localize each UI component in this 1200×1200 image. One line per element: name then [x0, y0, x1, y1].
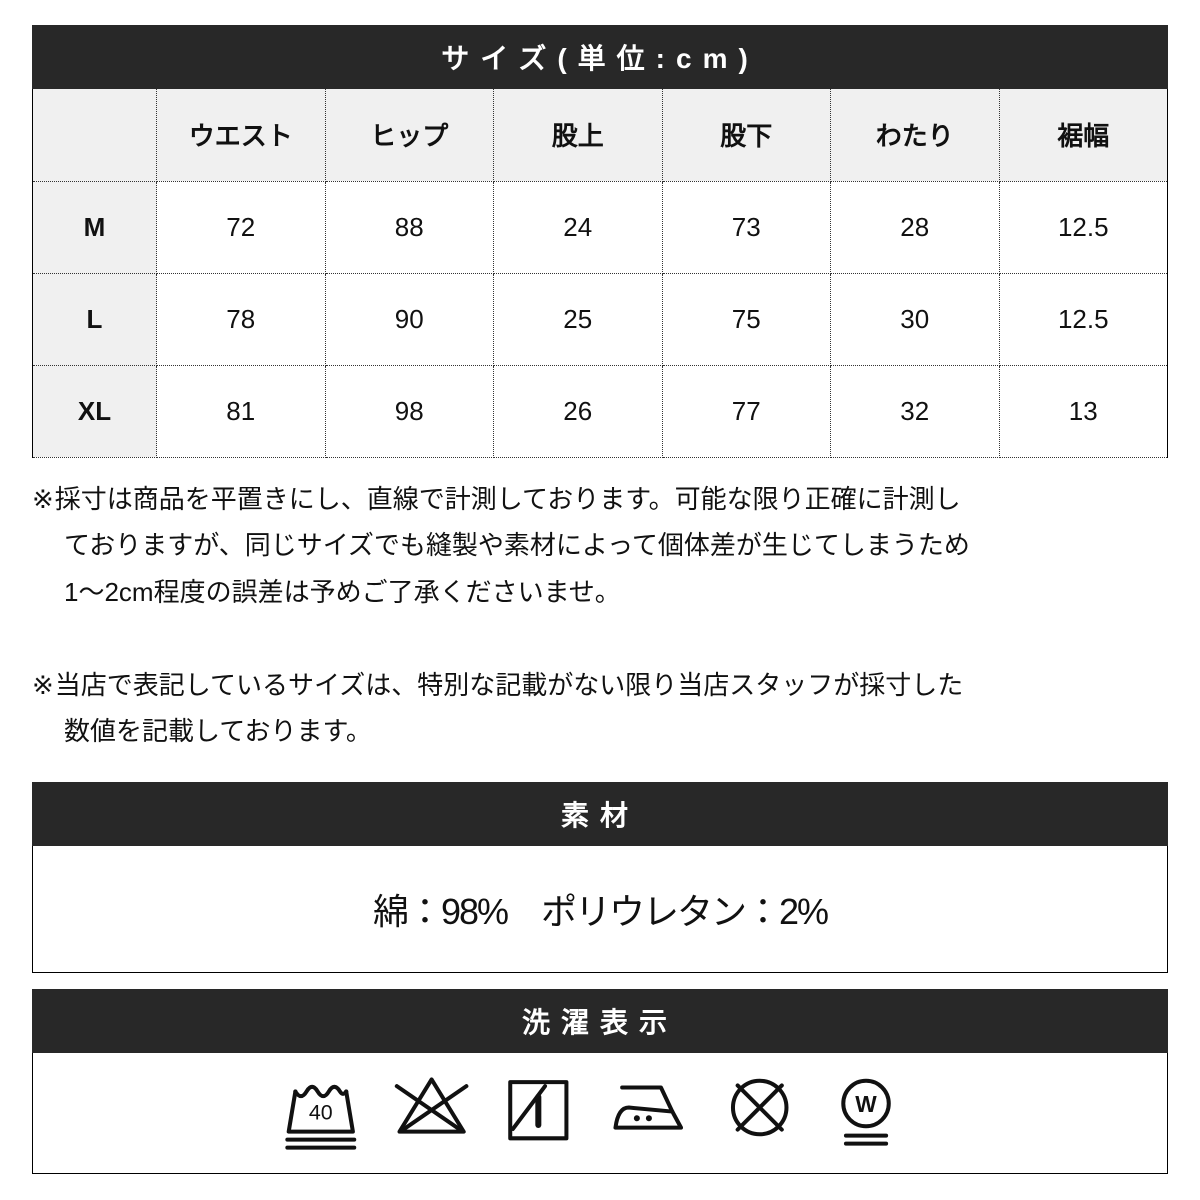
svg-text:W: W: [855, 1091, 877, 1117]
svg-text:40: 40: [309, 1101, 333, 1125]
